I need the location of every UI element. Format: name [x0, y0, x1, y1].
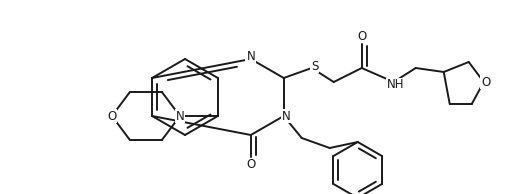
Text: O: O [357, 29, 366, 42]
Text: NH: NH [387, 79, 405, 92]
Text: N: N [175, 109, 184, 122]
Text: O: O [481, 75, 490, 88]
Text: N: N [282, 109, 291, 122]
Text: O: O [108, 109, 116, 122]
Text: O: O [246, 158, 256, 171]
Text: N: N [247, 50, 255, 63]
Text: S: S [311, 60, 318, 73]
